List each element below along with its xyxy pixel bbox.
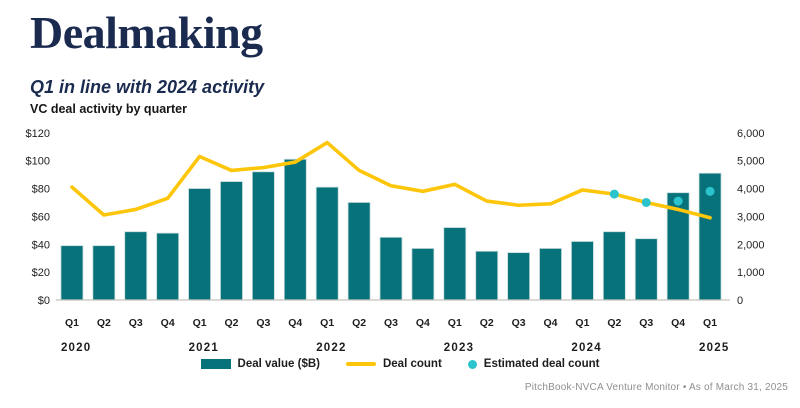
legend-item-deal-count: Deal count bbox=[345, 358, 442, 370]
estimated-deal-count-dot-Q3-2024 bbox=[641, 197, 651, 207]
x-axis-quarter-label: Q1 bbox=[193, 317, 207, 329]
right-axis-tick: 3,000 bbox=[737, 211, 765, 223]
legend-label-deal-count: Deal count bbox=[382, 358, 442, 370]
estimated-deal-count-dot-Q4-2024 bbox=[673, 196, 683, 206]
vc-deal-activity-chart: $0 $20 $40 $60 $80 $100 $120 0 1,000 2,000 3,000 4,… bbox=[26, 128, 765, 354]
bar-Q3-2024 bbox=[634, 238, 658, 301]
left-axis-tick: $100 bbox=[26, 156, 50, 168]
chart-headline: Q1 in line with 2024 activity bbox=[30, 77, 265, 97]
chart-title: VC deal activity by quarter bbox=[30, 102, 188, 116]
x-axis-quarter-label: Q4 bbox=[671, 317, 685, 329]
right-axis-tick: 1,000 bbox=[737, 267, 765, 279]
x-axis-quarter-label: Q1 bbox=[703, 317, 717, 329]
left-axis-tick: $80 bbox=[32, 184, 50, 196]
x-axis-quarter-label: Q3 bbox=[129, 317, 143, 329]
bar-Q4-2021 bbox=[283, 158, 307, 301]
bar-Q2-2021 bbox=[220, 181, 243, 301]
x-axis-year-label: 2025 bbox=[699, 342, 729, 354]
x-axis-quarter-label: Q4 bbox=[288, 317, 302, 329]
page-title: Dealmaking bbox=[30, 7, 263, 58]
x-axis-quarter-label: Q4 bbox=[161, 317, 175, 329]
left-axis-tick: $60 bbox=[32, 211, 50, 223]
left-axis-tick: $120 bbox=[26, 128, 50, 140]
legend-label-deal-value: Deal value ($B) bbox=[237, 358, 320, 370]
bar-Q1-2020 bbox=[60, 245, 84, 301]
x-axis-quarter-label: Q1 bbox=[575, 317, 589, 329]
x-axis-quarter-label: Q1 bbox=[65, 317, 79, 329]
left-axis-tick: $40 bbox=[32, 239, 50, 251]
x-axis-quarter-label: Q2 bbox=[480, 317, 494, 329]
deal-count-line bbox=[70, 140, 712, 220]
deal-value-swatch-icon bbox=[200, 359, 231, 369]
x-axis-year-label: 2021 bbox=[189, 342, 219, 354]
bar-Q3-2022 bbox=[379, 236, 403, 301]
bar-Q2-2023 bbox=[475, 250, 499, 301]
x-axis-quarter-label: Q2 bbox=[224, 317, 238, 329]
legend-label-estimated-deal-count: Estimated deal count bbox=[483, 358, 600, 370]
bar-Q2-2022 bbox=[347, 202, 371, 301]
bar-Q3-2020 bbox=[124, 231, 148, 301]
bar-Q4-2020 bbox=[156, 232, 180, 301]
estimated-deal-count-dot-Q2-2024 bbox=[609, 189, 619, 199]
right-axis-tick: 5,000 bbox=[737, 156, 765, 168]
deal-count-line-icon bbox=[345, 362, 376, 366]
right-axis-tick: 6,000 bbox=[737, 128, 765, 140]
right-axis-tick: 2,000 bbox=[737, 239, 765, 251]
x-axis-quarter-label: Q4 bbox=[544, 317, 558, 329]
bar-Q2-2020 bbox=[92, 245, 116, 301]
legend-item-deal-value: Deal value ($B) bbox=[200, 358, 320, 370]
estimated-deal-count-dot-icon bbox=[467, 359, 477, 369]
estimated-deal-count-dot-Q1-2025 bbox=[705, 186, 715, 196]
x-axis-quarter-label: Q1 bbox=[320, 317, 334, 329]
x-axis-quarter-label: Q2 bbox=[352, 317, 366, 329]
bar-Q1-2023 bbox=[443, 227, 467, 301]
bar-Q1-2022 bbox=[315, 186, 339, 301]
x-axis-quarter-label: Q1 bbox=[448, 317, 462, 329]
x-axis-year-label: 2022 bbox=[316, 342, 346, 354]
x-axis-year-label: 2023 bbox=[444, 342, 474, 354]
bar-Q4-2023 bbox=[539, 248, 562, 301]
left-axis-tick: $0 bbox=[38, 295, 50, 307]
x-axis-quarter-label: Q3 bbox=[256, 317, 270, 329]
right-axis-tick: 4,000 bbox=[737, 184, 765, 196]
x-axis-quarter-label: Q3 bbox=[639, 317, 653, 329]
bar-Q2-2024 bbox=[602, 231, 626, 301]
x-axis-year-label: 2020 bbox=[61, 342, 91, 354]
bar-Q4-2022 bbox=[411, 248, 435, 301]
left-axis-tick: $20 bbox=[32, 267, 50, 279]
x-axis-year-label: 2024 bbox=[571, 342, 601, 354]
x-axis-quarter-label: Q2 bbox=[607, 317, 621, 329]
bar-Q3-2021 bbox=[251, 171, 275, 301]
right-axis-tick: 0 bbox=[737, 295, 743, 307]
x-axis-quarter-label: Q3 bbox=[512, 317, 526, 329]
legend-item-estimated-deal-count: Estimated deal count bbox=[467, 358, 600, 370]
chart-legend: Deal value ($B) Deal count Estimated dea… bbox=[0, 358, 800, 370]
source-attribution: PitchBook-NVCA Venture Monitor • As of M… bbox=[524, 382, 788, 393]
x-axis-quarter-label: Q2 bbox=[97, 317, 111, 329]
x-axis-quarter-label: Q3 bbox=[384, 317, 398, 329]
bar-Q3-2023 bbox=[507, 252, 531, 301]
x-axis-quarter-label: Q4 bbox=[416, 317, 430, 329]
bar-Q1-2021 bbox=[188, 188, 211, 301]
bar-Q1-2024 bbox=[571, 241, 594, 301]
